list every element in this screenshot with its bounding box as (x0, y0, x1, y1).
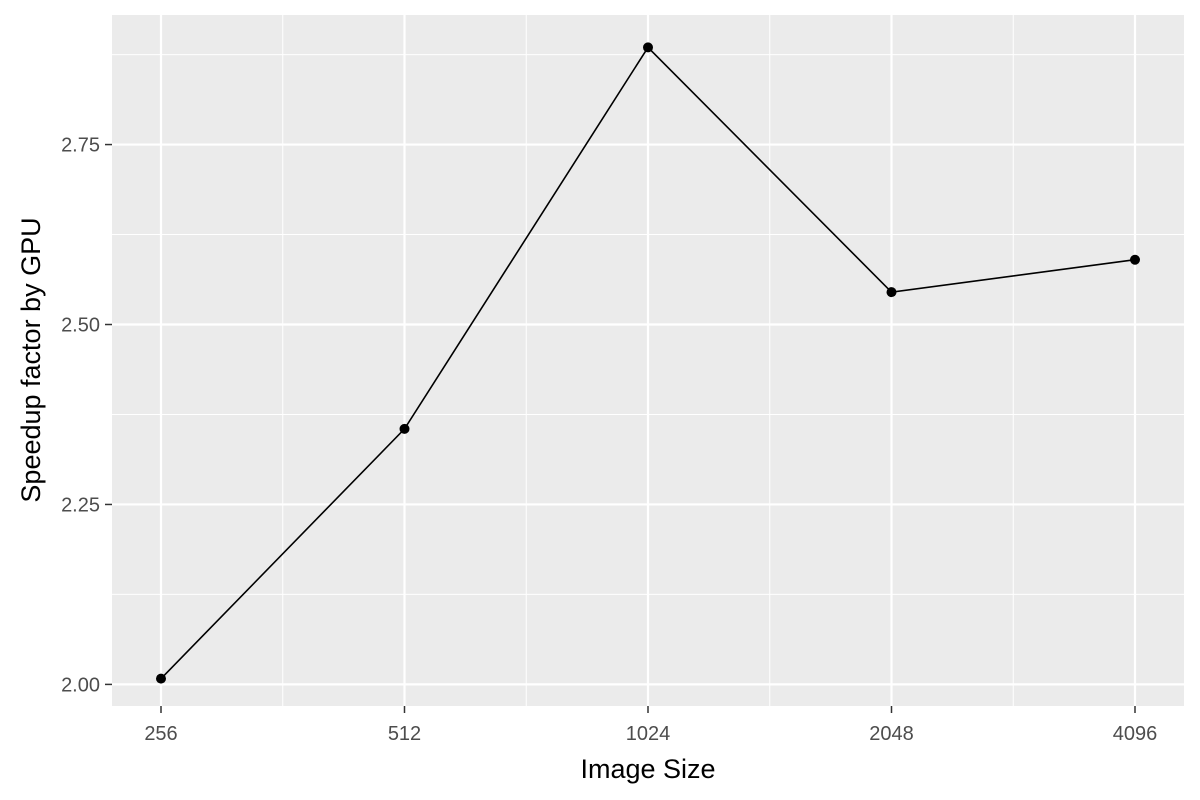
x-tick-label: 4096 (1113, 723, 1158, 745)
y-tick-label: 2.75 (61, 135, 100, 157)
x-axis: 256 512 1024 2048 4096 (144, 706, 1157, 745)
data-point-512 (399, 423, 410, 434)
y-axis-title: Speedup factor by GPU (16, 217, 46, 502)
points-layer (156, 42, 1140, 684)
y-tick-label: 2.00 (61, 674, 100, 696)
x-axis-title: Image Size (580, 754, 715, 784)
x-tick-label: 256 (144, 723, 177, 745)
x-tick-label: 1024 (626, 723, 671, 745)
data-point-1024 (643, 42, 653, 53)
data-point-4096 (1130, 254, 1140, 265)
major-gridlines (112, 15, 1184, 706)
y-tick-label: 2.25 (61, 494, 100, 516)
data-point-2048 (886, 287, 897, 298)
y-tick-label: 2.50 (61, 315, 100, 337)
x-tick-label: 2048 (869, 723, 914, 745)
x-tick-label: 512 (388, 723, 421, 745)
data-point-256 (156, 673, 166, 684)
y-axis: 2.00 2.25 2.50 2.75 (61, 135, 112, 696)
